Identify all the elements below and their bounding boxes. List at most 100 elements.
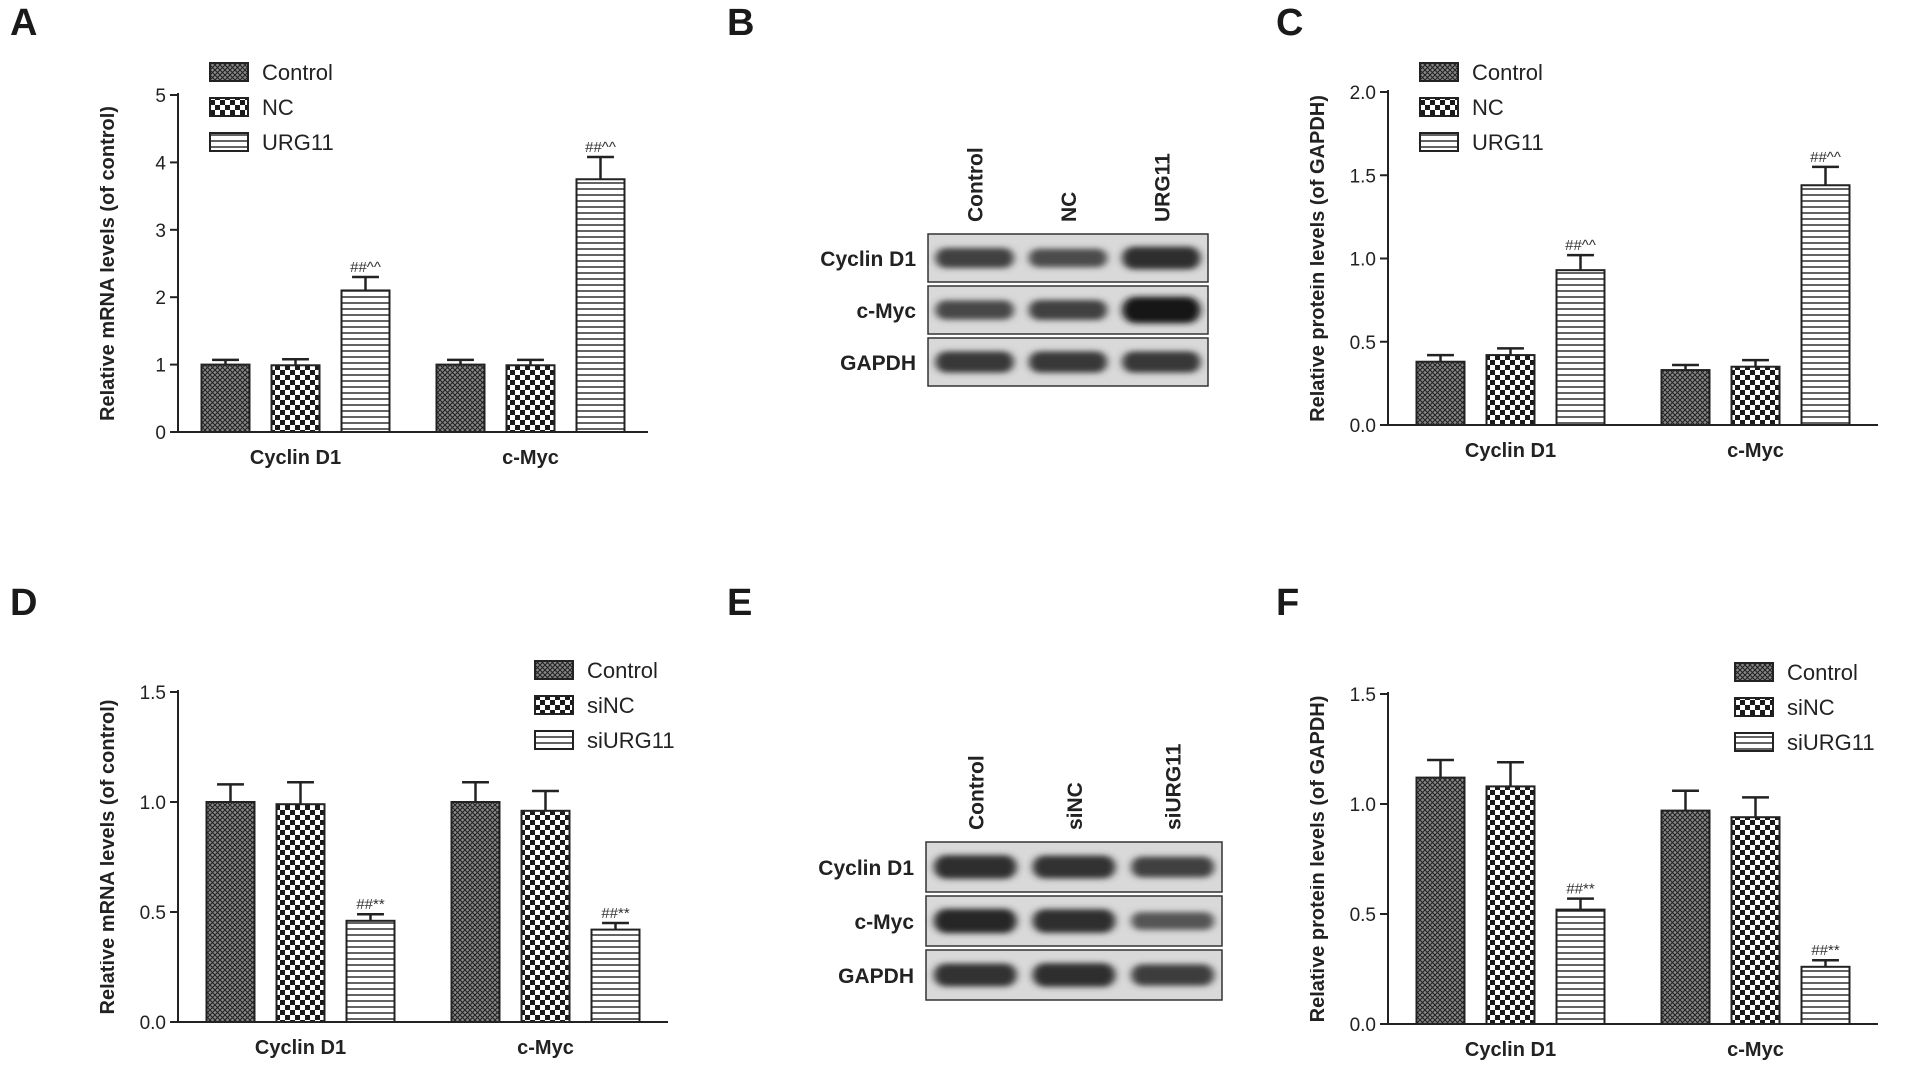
blot-row-label-c-myc: c-Myc <box>856 300 916 323</box>
y-tick-label: 1.5 <box>1350 166 1376 187</box>
legend-label-nc: NC <box>1472 95 1504 120</box>
legend-swatch-control <box>1734 662 1774 682</box>
bar-sinc-cyclin-d1 <box>1485 785 1536 1025</box>
blot-band-gapdh-siurg11 <box>1131 964 1215 986</box>
x-category-c-myc: c-Myc <box>517 1037 574 1059</box>
y-tick-label: 0.5 <box>140 903 166 924</box>
legend-label-control: Control <box>1472 60 1543 85</box>
bar-nc-c-myc <box>505 364 556 433</box>
bar-nc-cyclin-d1 <box>270 364 321 433</box>
blot-band-cyclin-d1-nc <box>1028 248 1108 268</box>
significance-label: ##** <box>1566 881 1595 898</box>
legend-swatch-urg11 <box>1419 132 1459 152</box>
legend-label-control: Control <box>262 60 333 85</box>
significance-label: ##** <box>601 905 630 922</box>
y-axis-label: Relative mRNA levels (of control) <box>100 700 119 1015</box>
legend-swatch-siurg11 <box>1734 732 1774 752</box>
bar-control-cyclin-d1 <box>200 363 251 434</box>
x-category-c-myc: c-Myc <box>502 447 559 469</box>
legend-label-siurg11: siURG11 <box>587 728 675 753</box>
significance-label: ##** <box>1811 942 1840 959</box>
x-category-cyclin-d1: Cyclin D1 <box>250 447 341 469</box>
lane-label-control: Control <box>965 147 988 222</box>
y-tick-label: 5 <box>155 86 166 107</box>
panel-letter-e: E <box>727 582 753 624</box>
legend-swatch-control <box>209 62 249 82</box>
blot-band-cyclin-d1-control <box>935 248 1014 268</box>
legend-swatch-nc <box>1419 97 1459 117</box>
y-tick-label: 2.0 <box>1350 83 1376 104</box>
x-category-cyclin-d1: Cyclin D1 <box>1465 1039 1556 1061</box>
significance-label: ##** <box>356 896 385 913</box>
chart-panel-a: Relative mRNA levels (of control) 0 1 2 3 4 5 #… <box>100 60 648 469</box>
bar-control-c-myc <box>450 801 501 1023</box>
significance-label: ##^^ <box>1565 237 1596 254</box>
y-tick-label: 0 <box>155 423 166 444</box>
legend-swatch-sinc <box>534 695 574 715</box>
bar-sinc-c-myc <box>520 809 571 1023</box>
blot-band-cyclin-d1-siurg11 <box>1131 856 1215 878</box>
y-axis-label: Relative protein levels (of GAPDH) <box>1310 696 1329 1023</box>
legend-swatch-urg11 <box>209 132 249 152</box>
x-category-cyclin-d1: Cyclin D1 <box>255 1037 346 1059</box>
chart-panel-c: Relative protein levels (of GAPDH) 0.0 0.5… <box>1310 60 1878 462</box>
legend-label-urg11: URG11 <box>262 130 334 155</box>
bar-control-cyclin-d1 <box>1415 360 1466 427</box>
panel-letter-f: F <box>1276 582 1300 624</box>
chart-panel-d: Relative mRNA levels (of control) 0.0 0.5 1… <box>100 658 675 1059</box>
blot-band-cyclin-d1-urg11 <box>1122 246 1201 270</box>
legend-swatch-sinc <box>1734 697 1774 717</box>
blot-band-c-myc-sinc <box>1032 909 1116 933</box>
blot-band-c-myc-control <box>935 300 1014 320</box>
x-category-cyclin-d1: Cyclin D1 <box>1465 440 1556 462</box>
legend-label-control: Control <box>1787 660 1858 685</box>
panel-letter-b: B <box>727 2 755 44</box>
blot-row-label-cyclin-d1: Cyclin D1 <box>818 857 914 880</box>
blot-row-label-cyclin-d1: Cyclin D1 <box>820 248 916 271</box>
legend-swatch-control <box>1419 62 1459 82</box>
y-tick-label: 0.5 <box>1350 333 1376 354</box>
blot-band-c-myc-nc <box>1028 300 1108 320</box>
y-axis-label: Relative protein levels (of GAPDH) <box>1310 95 1329 422</box>
y-axis-label: Relative mRNA levels (of control) <box>100 106 119 421</box>
y-tick-label: 4 <box>155 153 166 174</box>
y-tick-label: 0.0 <box>1350 1015 1376 1036</box>
bar-urg11-cyclin-d1 <box>340 289 391 433</box>
legend-swatch-control <box>534 660 574 680</box>
blot-band-gapdh-nc <box>1028 351 1108 373</box>
y-tick-label: 1.0 <box>1350 795 1376 816</box>
x-category-c-myc: c-Myc <box>1727 1039 1784 1061</box>
bar-urg11-c-myc <box>575 178 626 433</box>
bar-urg11-c-myc <box>1800 184 1851 426</box>
panel-letter-c: C <box>1276 2 1304 44</box>
legend-label-sinc: siNC <box>587 693 635 718</box>
blot-band-gapdh-urg11 <box>1122 351 1201 373</box>
significance-label: ##^^ <box>1810 149 1841 166</box>
bar-control-cyclin-d1 <box>1415 776 1466 1025</box>
western-blot-e: Control siNC siURG11 Cyclin D1 c-Myc GAPDH <box>818 743 1223 1001</box>
blot-band-c-myc-control <box>933 908 1017 934</box>
bar-control-cyclin-d1 <box>205 801 256 1023</box>
y-tick-label: 3 <box>155 221 166 242</box>
bar-nc-cyclin-d1 <box>1485 354 1536 427</box>
significance-label: ##^^ <box>585 139 616 156</box>
bar-control-c-myc <box>1660 369 1711 426</box>
panel-letter-d: D <box>10 582 38 624</box>
bar-control-c-myc <box>435 363 486 434</box>
lane-label-sinc: siNC <box>1064 782 1087 830</box>
lane-label-siurg11: siURG11 <box>1163 743 1186 830</box>
y-tick-label: 2 <box>155 288 166 309</box>
blot-band-c-myc-urg11 <box>1122 296 1201 324</box>
legend-label-control: Control <box>587 658 658 683</box>
y-tick-label: 1.5 <box>1350 685 1376 706</box>
y-tick-label: 0.5 <box>1350 905 1376 926</box>
x-category-c-myc: c-Myc <box>1727 440 1784 462</box>
panel-letter-a: A <box>10 2 38 44</box>
legend-label-nc: NC <box>262 95 294 120</box>
bar-nc-c-myc <box>1730 365 1781 427</box>
lane-label-control: Control <box>965 755 988 830</box>
significance-label: ##^^ <box>350 259 381 276</box>
blot-band-gapdh-sinc <box>1032 963 1116 987</box>
bar-siurg11-cyclin-d1 <box>1555 908 1606 1026</box>
legend-label-sinc: siNC <box>1787 695 1835 720</box>
